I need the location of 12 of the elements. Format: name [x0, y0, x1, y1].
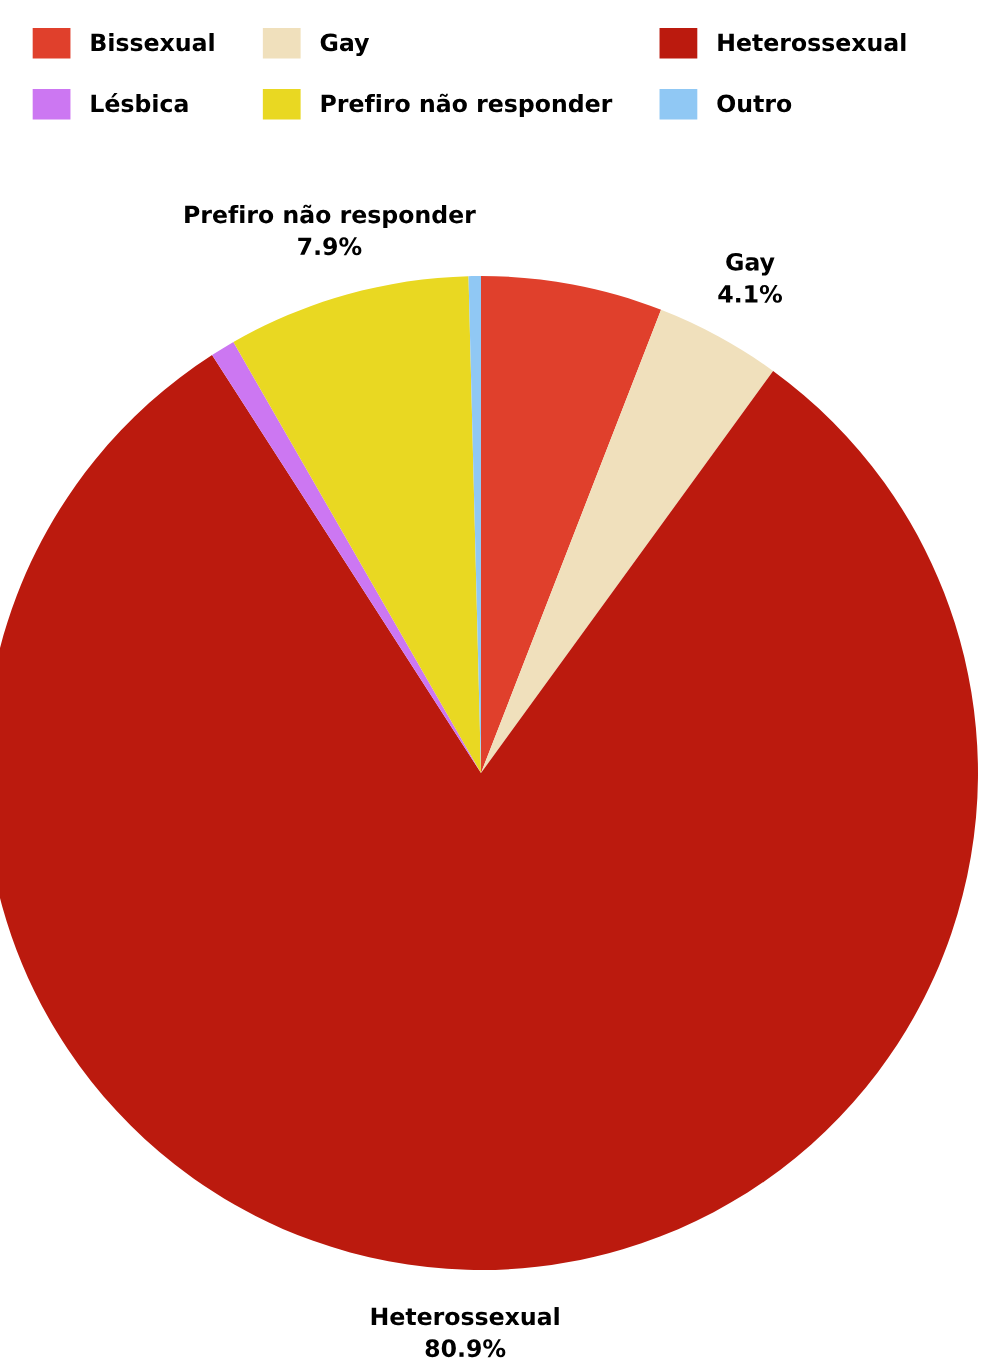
slice-label: Gay — [726, 252, 775, 276]
legend-label: Lésbica — [91, 93, 188, 113]
legend-label: Gay — [320, 33, 370, 57]
data-label: 7.9% — [298, 237, 362, 256]
slice-label: Heterossexual — [371, 1307, 559, 1326]
legend-label: Heterossexual — [718, 33, 906, 52]
slice-label: Prefiro não responder — [185, 204, 476, 228]
legend-label: Outro — [717, 94, 792, 113]
legend-label: Prefiro não responder — [321, 93, 613, 117]
legend-label: Bissexual — [91, 33, 214, 52]
data-label: 80.9% — [425, 1339, 506, 1358]
data-label: 4.1% — [718, 284, 782, 303]
